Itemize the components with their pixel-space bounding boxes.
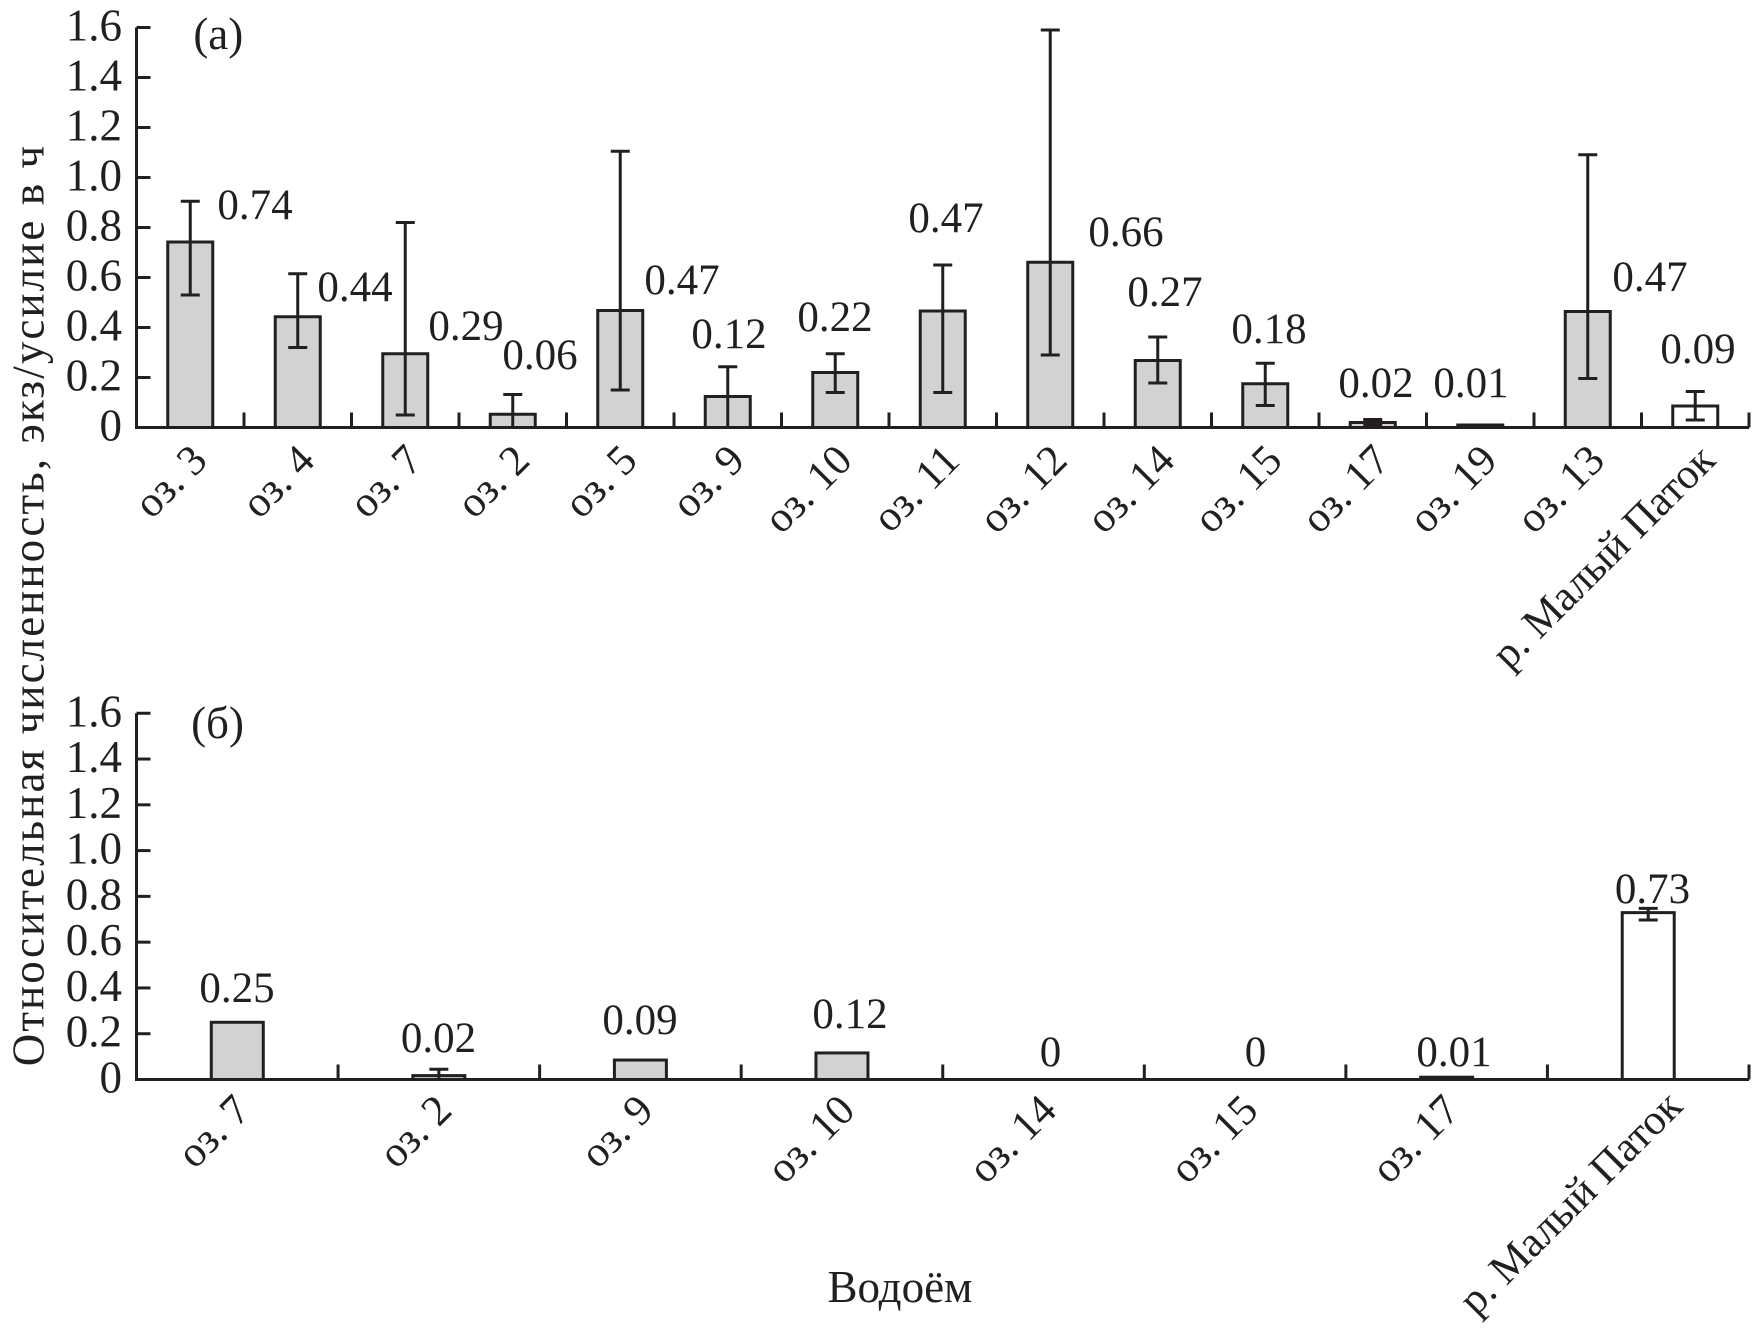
svg-text:0.47: 0.47 (1612, 254, 1687, 301)
svg-text:0.18: 0.18 (1231, 306, 1306, 353)
svg-text:0.47: 0.47 (644, 257, 719, 304)
svg-text:0.4: 0.4 (66, 961, 122, 1011)
svg-text:0.73: 0.73 (1615, 866, 1690, 913)
svg-text:0.09: 0.09 (602, 997, 677, 1044)
svg-text:1.2: 1.2 (66, 101, 122, 151)
svg-text:0.02: 0.02 (1338, 360, 1413, 407)
svg-text:0: 0 (1245, 1029, 1267, 1076)
svg-text:0.02: 0.02 (401, 1015, 476, 1062)
svg-text:0.6: 0.6 (66, 251, 122, 301)
svg-text:(a): (a) (193, 9, 243, 59)
svg-text:1.4: 1.4 (66, 732, 122, 782)
svg-text:1.0: 1.0 (66, 151, 122, 201)
svg-text:0: 0 (100, 1053, 123, 1103)
svg-text:Относительная численность, экз: Относительная численность, экз/усилие в … (4, 144, 54, 1067)
svg-text:1.0: 1.0 (66, 824, 122, 874)
svg-text:0.25: 0.25 (199, 965, 274, 1012)
svg-text:0.01: 0.01 (1416, 1029, 1491, 1076)
svg-text:0.2: 0.2 (66, 351, 122, 401)
svg-text:1.6: 1.6 (66, 686, 122, 736)
svg-text:1.6: 1.6 (66, 1, 122, 51)
svg-text:0.8: 0.8 (66, 869, 122, 919)
svg-text:0.66: 0.66 (1088, 209, 1163, 256)
svg-text:0.22: 0.22 (797, 294, 872, 341)
svg-text:0: 0 (100, 401, 123, 451)
svg-text:0.2: 0.2 (66, 1007, 122, 1057)
svg-text:0.4: 0.4 (66, 301, 122, 351)
svg-text:1.4: 1.4 (66, 51, 122, 101)
svg-text:0.12: 0.12 (691, 311, 766, 358)
svg-text:0.44: 0.44 (317, 264, 392, 311)
svg-text:0: 0 (1040, 1029, 1062, 1076)
svg-text:0.01: 0.01 (1433, 360, 1508, 407)
svg-text:0.29: 0.29 (428, 303, 503, 350)
svg-text:0.27: 0.27 (1127, 269, 1202, 316)
svg-text:(б): (б) (191, 698, 244, 748)
svg-text:0.12: 0.12 (812, 991, 887, 1038)
svg-text:0.6: 0.6 (66, 915, 122, 965)
svg-text:Водоём: Водоём (827, 1262, 972, 1312)
svg-text:0.8: 0.8 (66, 201, 122, 251)
svg-text:0.74: 0.74 (217, 182, 292, 229)
svg-text:1.2: 1.2 (66, 778, 122, 828)
svg-text:0.06: 0.06 (502, 332, 577, 379)
svg-text:0.47: 0.47 (908, 195, 983, 242)
svg-text:0.09: 0.09 (1660, 326, 1735, 373)
